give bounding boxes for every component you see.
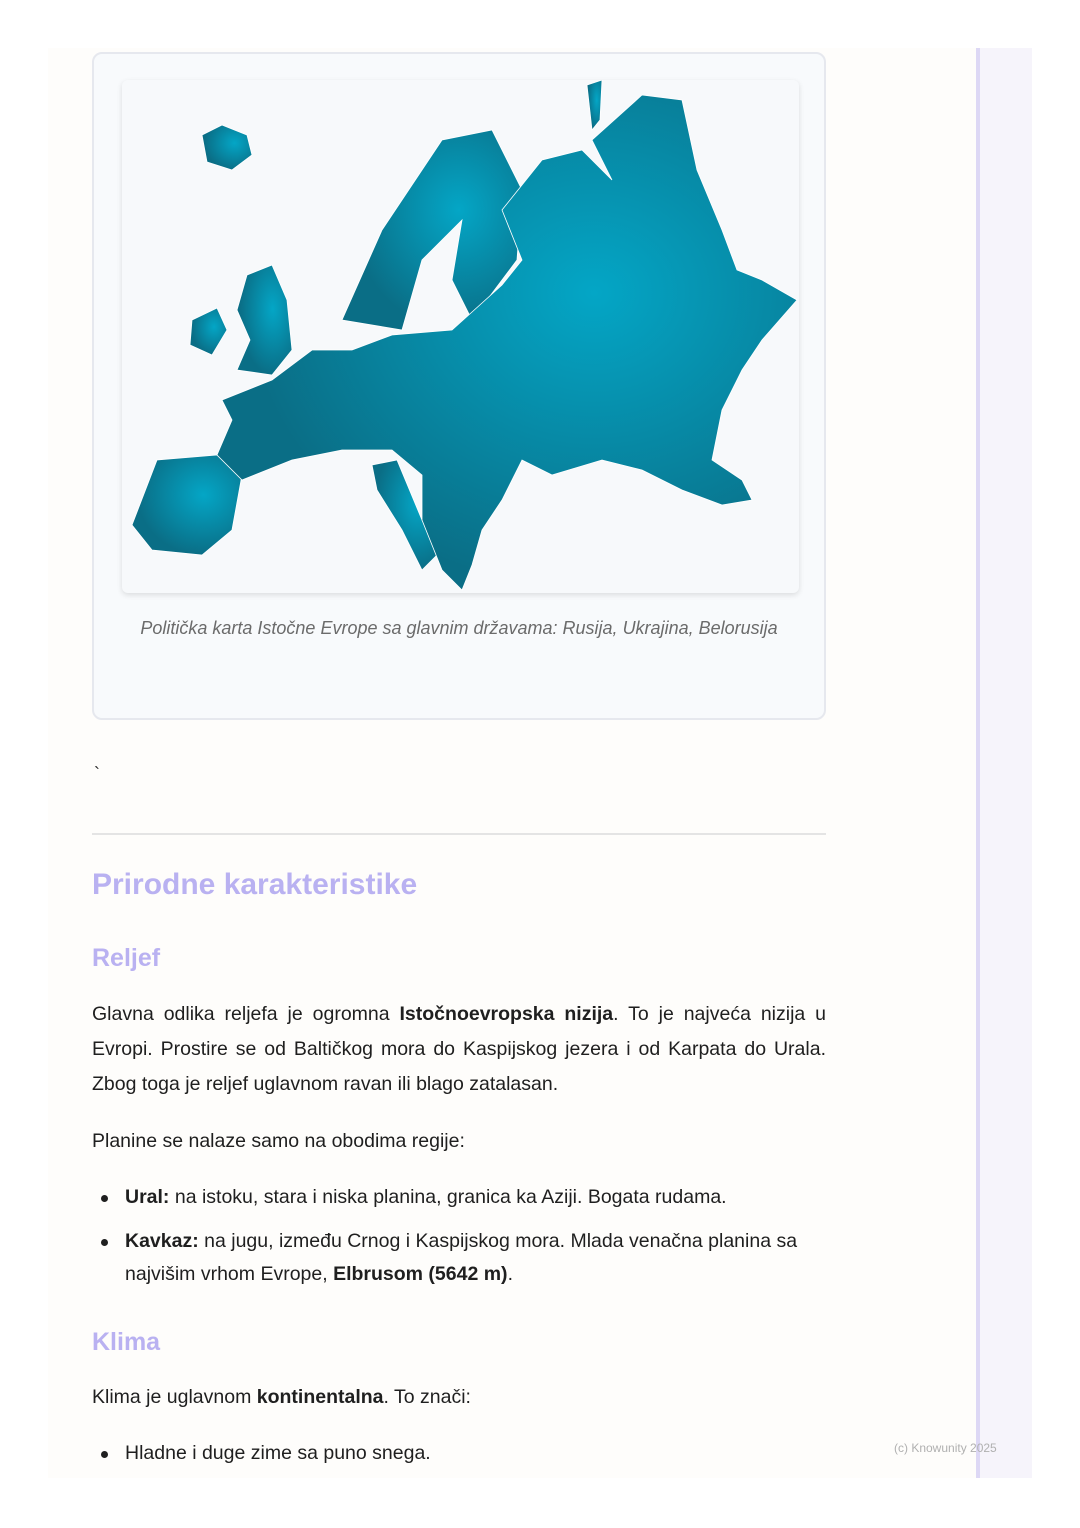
divider: [92, 833, 826, 835]
list-item: Ural: na istoku, stara i niska planina, …: [92, 1181, 826, 1214]
europe-map-image: [122, 80, 799, 593]
climate-list: Hladne i duge zime sa puno snega.: [92, 1437, 826, 1481]
map-figure: Politička karta Istočne Evrope sa glavni…: [92, 52, 826, 720]
relief-heading: Reljef: [92, 944, 161, 972]
map-caption: Politička karta Istočne Evrope sa glavni…: [140, 618, 778, 638]
novaya-zemlya-shape: [586, 80, 603, 132]
iberia-shape: [131, 454, 243, 556]
climate-heading: Klima: [92, 1328, 161, 1356]
italy-shape: [371, 459, 443, 571]
sidebar-panel: [976, 48, 1032, 1478]
list-item: Hladne i duge zime sa puno snega.: [92, 1437, 826, 1470]
relief-paragraph: Glavna odlika reljefa je ogromna Istočno…: [92, 1003, 827, 1095]
stray-character: `: [94, 764, 100, 784]
section-title: Prirodne karakteristike: [92, 868, 418, 901]
mainland-shape: [216, 94, 798, 591]
copyright-footer: (c) Knowunity 2025: [894, 1441, 997, 1455]
climate-paragraph: Klima je uglavnom kontinentalna. To znač…: [92, 1386, 471, 1408]
mountains-intro: Planine se nalaze samo na obodima regije…: [92, 1130, 465, 1152]
list-item: Kavkaz: na jugu, između Crnog i Kaspijsk…: [92, 1225, 826, 1291]
mountains-list: Ural: na istoku, stara i niska planina, …: [92, 1181, 826, 1302]
iceland-shape: [201, 124, 253, 171]
britain-shape: [236, 264, 293, 376]
ireland-shape: [189, 307, 228, 356]
scandinavia-shape: [341, 129, 523, 331]
europe-map: [131, 80, 798, 591]
